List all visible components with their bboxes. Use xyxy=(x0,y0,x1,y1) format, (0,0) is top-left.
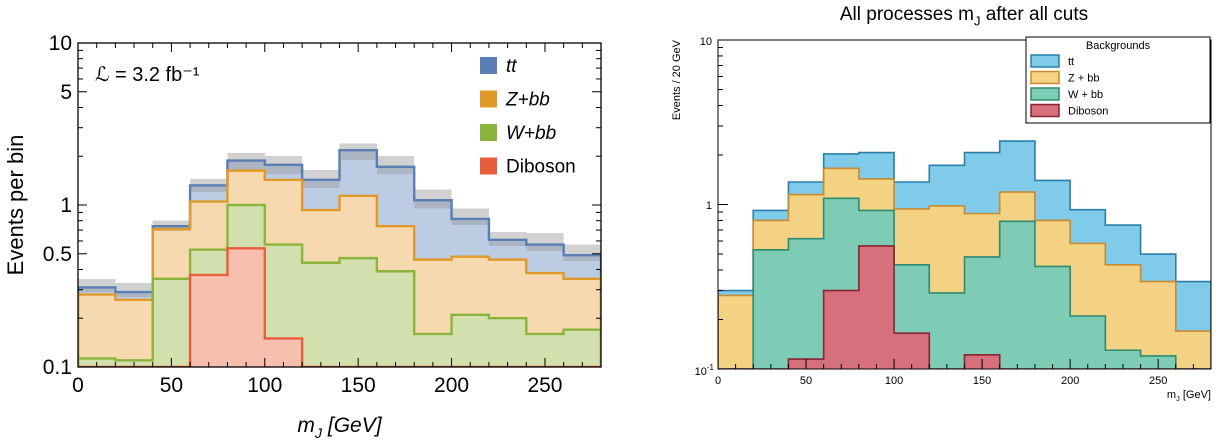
y-tick-label-1: 1 xyxy=(706,200,712,212)
series-line-diboson xyxy=(78,247,601,367)
legend: Backgrounds tt Z + bb W + bb Diboson xyxy=(1025,36,1211,124)
uncertainty-band-7 xyxy=(339,143,377,160)
legend-swatch-3 xyxy=(480,157,497,175)
legend-swatch-1 xyxy=(1030,70,1060,85)
bar-wbb-10 xyxy=(451,314,489,367)
x-tick-label: 200 xyxy=(434,374,469,397)
y-tick-label: 0.1 xyxy=(43,356,72,379)
uncertainty-band-8 xyxy=(376,156,415,175)
legend-swatch-3 xyxy=(1030,103,1060,118)
x-tick-label: 50 xyxy=(160,374,183,397)
series-line-zbb xyxy=(78,169,601,367)
bar-zbb-12 xyxy=(1140,281,1176,369)
x-tick-label: 150 xyxy=(341,374,376,397)
plot-area xyxy=(718,140,1211,369)
bar-wbb-9 xyxy=(1034,266,1071,369)
x-axis-label: mJ [GeV] xyxy=(1167,389,1211,403)
series-line-zbb xyxy=(718,167,1211,369)
bar-wbb-6 xyxy=(929,292,965,369)
legend-label-3: Diboson xyxy=(1068,106,1108,118)
chart-2: 0 50 100 150 200 250 10-1 1 10 Events / 20 GeV mJ … xyxy=(671,4,1212,403)
bar-wbb-9 xyxy=(414,333,452,367)
bar-wbb-7 xyxy=(964,256,1000,369)
uncertainty-band-12 xyxy=(526,233,564,252)
bar-wbb-11 xyxy=(1105,350,1141,369)
x-tick-label: 100 xyxy=(885,375,903,387)
bar-wbb-1 xyxy=(753,249,789,369)
legend-swatch-0 xyxy=(480,57,497,74)
bar-wbb-11 xyxy=(488,318,527,367)
bar-zbb-0 xyxy=(718,295,754,369)
y-tick-label-0.1: 10-1 xyxy=(695,363,715,378)
legend: tt Z+bb W+bb Diboson xyxy=(480,56,576,178)
x-tick-label: 50 xyxy=(800,375,812,387)
series-line-tt xyxy=(718,140,1211,369)
legend-label-1: Z + bb xyxy=(1068,73,1100,85)
bar-wbb-8 xyxy=(999,221,1035,369)
bar-diboson-5 xyxy=(894,333,930,369)
legend-swatch-2 xyxy=(1030,87,1060,101)
plot-area xyxy=(78,143,601,367)
bar-wbb-13 xyxy=(563,329,601,367)
x-axis-label: mJ [GeV] xyxy=(297,414,382,441)
bar-wbb-2 xyxy=(152,278,191,367)
uncertainty-band-1 xyxy=(115,283,153,298)
bar-wbb-6 xyxy=(302,262,340,367)
legend-label-2: W+bb xyxy=(506,123,556,144)
legend-label-2: W + bb xyxy=(1068,89,1103,101)
legend-label-3: Diboson xyxy=(506,157,576,178)
legend-swatch-0 xyxy=(1030,54,1060,68)
legend-swatch-1 xyxy=(480,90,497,108)
legend-label-0: tt xyxy=(1068,56,1074,68)
x-tick-label: 150 xyxy=(973,375,991,387)
bar-diboson-3 xyxy=(190,274,228,367)
uncertainty-band-0 xyxy=(78,278,116,293)
y-axis-label: Events per bin xyxy=(3,135,28,276)
bar-wbb-2 xyxy=(788,238,824,369)
y-tick-label-10: 10 xyxy=(700,36,712,48)
x-tick-label: 0 xyxy=(715,375,721,387)
bar-diboson-3 xyxy=(823,290,859,369)
bar-wbb-8 xyxy=(376,271,415,367)
bar-zbb-0 xyxy=(78,294,116,367)
bar-zbb-13 xyxy=(1175,331,1211,369)
y-tick-label: 0.5 xyxy=(43,243,72,266)
x-tick-label: 0 xyxy=(72,374,84,397)
x-tick-label: 200 xyxy=(1061,375,1079,387)
series-line-wbb xyxy=(78,203,601,367)
legend-title: Backgrounds xyxy=(1086,40,1151,52)
x-tick-label: 250 xyxy=(527,374,562,397)
bar-diboson-4 xyxy=(227,248,265,367)
y-axis-label: Events / 20 GeV xyxy=(671,39,683,120)
series-line-wbb xyxy=(718,197,1211,369)
uncertainty-band-13 xyxy=(563,244,601,262)
legend-swatch-2 xyxy=(480,124,497,141)
y-tick-label: 10 xyxy=(49,32,72,55)
x-tick-label: 100 xyxy=(247,374,282,397)
bar-wbb-10 xyxy=(1070,315,1106,369)
legend-label-1: Z+bb xyxy=(505,90,550,111)
y-tick-label: 5 xyxy=(60,81,72,104)
bar-zbb-1 xyxy=(115,299,153,367)
x-tick-label: 250 xyxy=(1149,375,1167,387)
uncertainty-band-9 xyxy=(414,189,452,209)
chart-title: All processes mJ after all cuts xyxy=(840,4,1088,28)
y-tick-label: 1 xyxy=(60,194,72,217)
uncertainty-band-10 xyxy=(451,208,489,226)
chart-1: 0 50 100 150 200 250 0.1 0.5 1 5 10 Events per bin m… xyxy=(3,32,602,441)
luminosity-annotation: ℒ = 3.2 fb⁻¹ xyxy=(95,64,200,86)
bar-wbb-7 xyxy=(339,258,377,367)
bar-diboson-4 xyxy=(858,245,895,369)
legend-label-0: tt xyxy=(506,56,517,77)
